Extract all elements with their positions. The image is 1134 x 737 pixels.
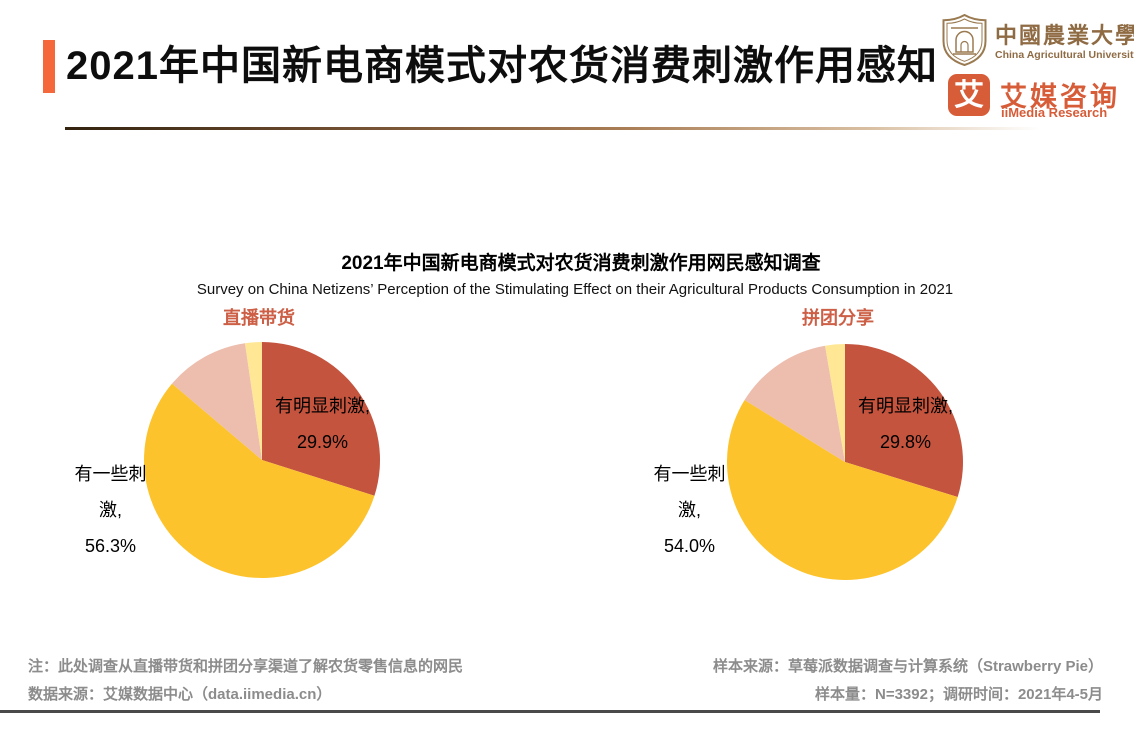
chart-title: 2021年中国新电商模式对农货消费刺激作用网民感知调查 bbox=[341, 253, 821, 274]
pie-label-obvious-groupbuy: 有明显刺激, 29.8% bbox=[857, 396, 953, 452]
iimedia-name-en: iiMedia Research bbox=[1001, 105, 1108, 120]
cau-name-cn: 中國農業大學 bbox=[995, 23, 1134, 49]
footer-data-source-line: 数据来源：艾媒数据中心（data.iimedia.cn） bbox=[28, 686, 332, 703]
iimedia-name-cn: 艾媒咨询 bbox=[1000, 82, 1120, 112]
pie-slice-1-1 bbox=[726, 400, 958, 581]
title-accent-bar bbox=[43, 40, 55, 93]
pie-slice-1-3 bbox=[825, 344, 845, 462]
cau-name-en: China Agricultural University bbox=[995, 49, 1134, 61]
cau-shield-icon bbox=[942, 14, 987, 66]
pie-slice-0-3 bbox=[245, 342, 262, 460]
header-divider bbox=[65, 127, 1070, 130]
pie-slice-0-1 bbox=[143, 383, 375, 579]
footer-sample-info: 样本来源：草莓派数据调查与计算系统（Strawberry Pie） 样本量：N=… bbox=[500, 653, 1103, 709]
pie-chart-groupbuy bbox=[726, 344, 963, 581]
footer-sample-size-line: 样本量：N=3392；调研时间：2021年4-5月 bbox=[814, 686, 1103, 703]
page-title: 2021年中国新电商模式对农货消费刺激作用感知 bbox=[66, 44, 938, 88]
pie-heading-groupbuy: 拼团分享 bbox=[802, 308, 874, 328]
pie-slice-0-0 bbox=[262, 342, 380, 496]
pie-label-obvious-livestream: 有明显刺激, 29.9% bbox=[274, 396, 370, 452]
footer-notes: 注：此处调查从直播带货和拼团分享渠道了解农货零售信息的网民 数据来源：艾媒数据中… bbox=[28, 653, 463, 709]
pie-slice-1-2 bbox=[744, 345, 845, 462]
footer-sample-source-line: 样本来源：草莓派数据调查与计算系统（Strawberry Pie） bbox=[712, 658, 1103, 675]
pie-heading-livestream: 直播带货 bbox=[223, 308, 295, 328]
pie-slice-0-2 bbox=[172, 343, 262, 460]
pie-label-some-groupbuy: 有一些刺 激, 54.0% bbox=[653, 464, 726, 556]
iimedia-ai-icon: 艾 bbox=[948, 74, 990, 116]
pie-slice-1-0 bbox=[845, 344, 963, 498]
footer-divider bbox=[0, 710, 1100, 713]
footer-note-line: 注：此处调查从直播带货和拼团分享渠道了解农货零售信息的网民 bbox=[28, 658, 464, 675]
chart-subtitle: Survey on China Netizens’ Perception of … bbox=[196, 281, 954, 298]
pie-label-some-livestream: 有一些刺 激, 56.3% bbox=[74, 464, 147, 556]
pie-chart-livestream bbox=[143, 342, 380, 579]
